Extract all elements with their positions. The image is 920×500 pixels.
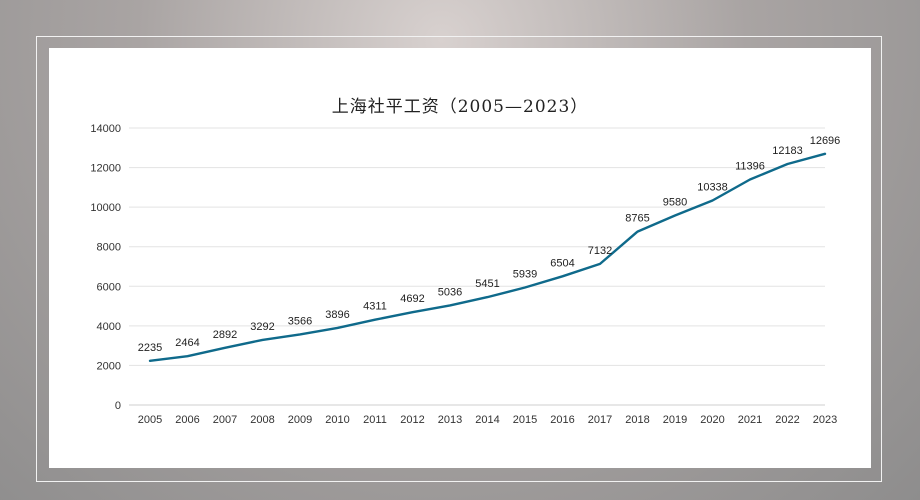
chart-title: 上海社平工资（2005—2023） <box>331 97 589 117</box>
x-tick-label: 2016 <box>550 414 574 426</box>
x-tick-label: 2017 <box>588 414 612 426</box>
data-label: 4311 <box>363 301 387 313</box>
outer-frame <box>36 36 882 482</box>
x-tick-label: 2014 <box>475 414 499 426</box>
y-tick-label: 6000 <box>97 281 121 293</box>
x-tick-label: 2009 <box>288 414 312 426</box>
data-label: 11396 <box>735 161 765 173</box>
data-labels: 2235 2464 2892 3292 3566 3896 4311 4692 5036 5451… <box>138 135 841 354</box>
x-tick-label: 2007 <box>213 414 237 426</box>
data-label: 2235 <box>138 342 162 354</box>
data-label: 5036 <box>438 286 462 298</box>
y-tick-label: 2000 <box>97 360 121 372</box>
y-tick-label: 10000 <box>90 202 121 214</box>
x-tick-label: 2020 <box>700 414 724 426</box>
y-tick-label: 4000 <box>97 321 121 333</box>
data-label: 10338 <box>697 181 728 193</box>
x-tick-label: 2013 <box>438 414 462 426</box>
data-label: 5451 <box>475 278 499 290</box>
x-tick-label: 2018 <box>625 414 649 426</box>
data-label: 9580 <box>663 196 687 208</box>
data-label: 3292 <box>250 321 274 333</box>
y-tick-label: 14000 <box>90 123 121 135</box>
y-tick-label: 8000 <box>97 242 121 254</box>
y-axis-ticks: 0 2000 4000 6000 8000 10000 12000 14000 <box>90 123 121 412</box>
x-tick-label: 2006 <box>175 414 199 426</box>
data-label: 7132 <box>588 245 612 257</box>
data-label: 4692 <box>400 293 424 305</box>
data-label: 12183 <box>772 145 803 157</box>
series-line <box>148 152 827 362</box>
x-axis-ticks: 2005 2006 2007 2008 2009 2010 2011 2012 2013 2014… <box>138 414 837 426</box>
data-label: 2892 <box>213 329 237 341</box>
data-label: 8765 <box>625 213 649 225</box>
data-label: 3896 <box>325 309 349 321</box>
data-label: 12696 <box>810 135 841 147</box>
x-tick-label: 2011 <box>363 414 387 426</box>
x-tick-label: 2021 <box>738 414 762 426</box>
x-tick-label: 2015 <box>513 414 537 426</box>
x-tick-label: 2022 <box>775 414 799 426</box>
data-label: 3566 <box>288 315 312 327</box>
x-tick-label: 2019 <box>663 414 687 426</box>
data-label: 6504 <box>550 257 574 269</box>
x-tick-label: 2005 <box>138 414 162 426</box>
x-tick-label: 2010 <box>325 414 349 426</box>
data-label: 5939 <box>513 268 537 280</box>
x-tick-label: 2023 <box>813 414 837 426</box>
x-tick-label: 2012 <box>400 414 424 426</box>
y-tick-label: 12000 <box>90 163 121 175</box>
x-tick-label: 2008 <box>250 414 274 426</box>
gridlines <box>129 127 825 406</box>
y-tick-label: 0 <box>115 400 121 412</box>
data-label: 2464 <box>175 337 199 349</box>
chart-panel: 上海社平工资（2005—2023） 0 2000 4000 6000 8000 10000… <box>49 48 871 468</box>
